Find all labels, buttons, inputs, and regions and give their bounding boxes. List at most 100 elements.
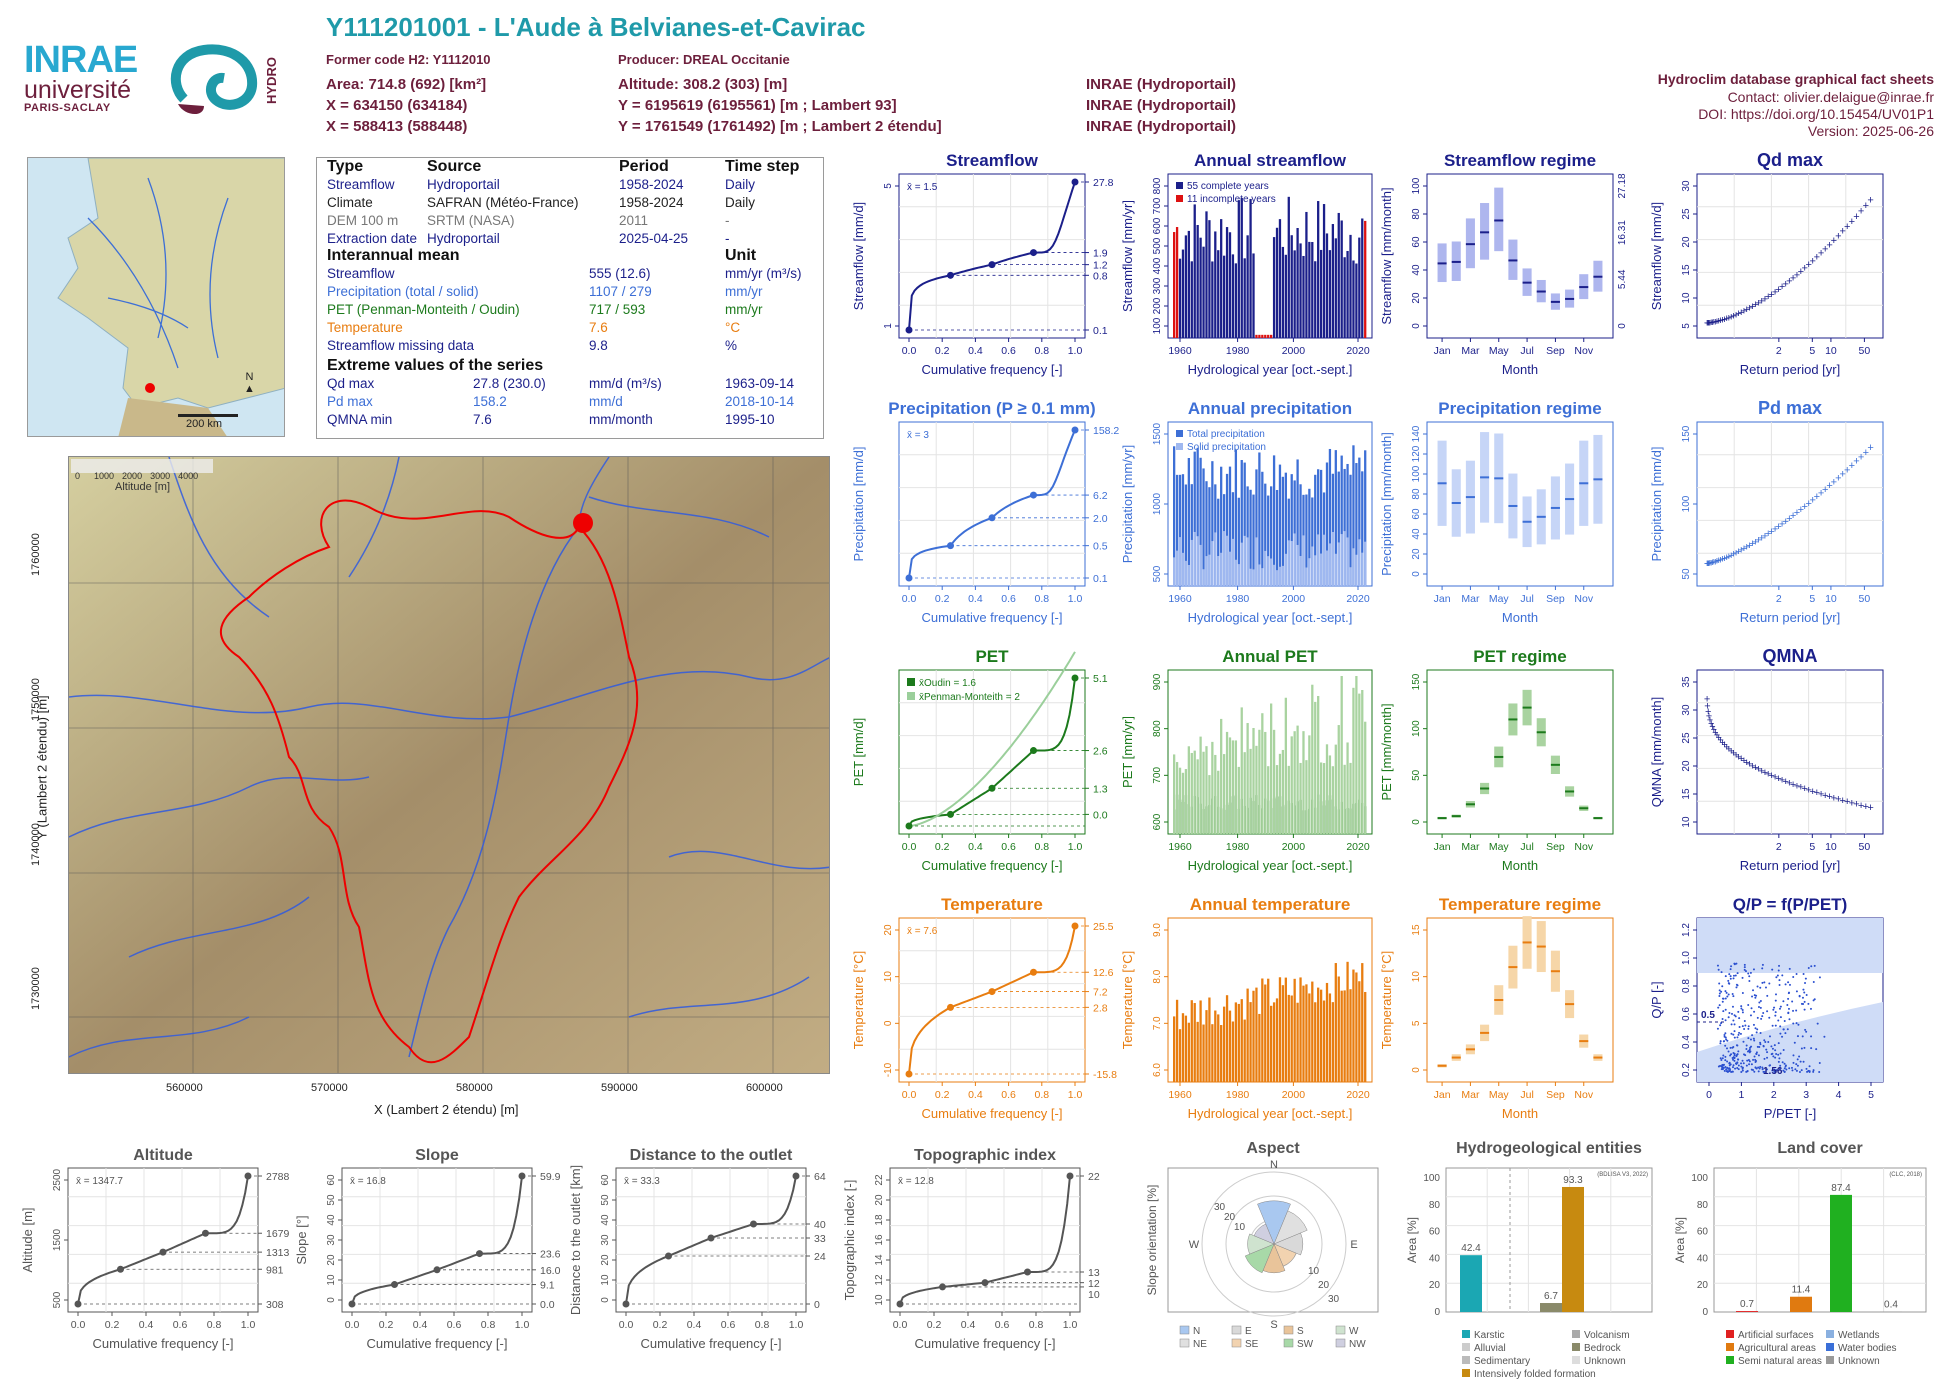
qp-point — [1755, 1059, 1758, 1062]
annual-bar — [1361, 471, 1364, 586]
quantile-point — [433, 1266, 441, 1274]
info-mean-value: 9.8 — [589, 338, 608, 353]
scatter-point: + — [1730, 310, 1736, 322]
quantile-point — [905, 326, 913, 334]
x-tick-label: May — [1489, 345, 1510, 357]
legend-label: W — [1349, 1326, 1359, 1337]
annual-bar — [1358, 457, 1361, 586]
y-tick-label: 80 — [1429, 1200, 1441, 1211]
qp-point — [1732, 974, 1735, 977]
qp-point — [1726, 995, 1729, 998]
right-label: 1679 — [266, 1228, 290, 1240]
qp-point — [1771, 1024, 1774, 1027]
plot-frame — [1696, 173, 1884, 339]
y-tick-label: 10 — [1411, 971, 1422, 983]
x-tick-label: 0.4 — [968, 841, 983, 853]
qp-point — [1731, 1057, 1734, 1060]
annual-bar — [1352, 260, 1355, 338]
annual-bar — [1275, 998, 1279, 1082]
scatter-point: + — [1726, 743, 1732, 755]
legend-label: NE — [1193, 1339, 1207, 1350]
qp-point — [1740, 1007, 1743, 1010]
chart-title: Precipitation (P ≥ 0.1 mm) — [888, 399, 1095, 418]
annual-bar — [1187, 1022, 1190, 1082]
x-tick-label: 50 — [1859, 841, 1871, 853]
qp-point — [1756, 985, 1759, 988]
ring-label: 10 — [1308, 1266, 1320, 1277]
annual-bar — [1287, 994, 1290, 1082]
y-tick-label: 500 — [1152, 565, 1163, 582]
y-tick-label: 60 — [600, 1174, 611, 1186]
scatter-point: + — [1762, 293, 1768, 305]
cumulative-curve — [908, 429, 1076, 579]
qp-point — [1743, 963, 1746, 966]
qp-point — [1798, 1055, 1801, 1058]
x-tick-label: 0.4 — [413, 1319, 428, 1331]
qp-point — [1765, 1048, 1768, 1051]
annual-bar — [1284, 977, 1287, 1082]
quantile-point — [476, 1250, 483, 1258]
info-extreme-unit: mm/d — [589, 394, 623, 409]
x-tick-label: 10 — [1825, 345, 1837, 357]
legend-label: x̄Oudin = 1.6 — [919, 678, 976, 689]
annual-bar — [1337, 212, 1340, 338]
qp-point — [1746, 1059, 1749, 1062]
qp-point — [1792, 1054, 1795, 1057]
right-label: 23.6 — [540, 1249, 561, 1261]
right-label: 13 — [1088, 1267, 1100, 1279]
category-bar — [1880, 1311, 1902, 1312]
x-tick-label: 0.0 — [902, 1089, 917, 1101]
qp-point — [1732, 1052, 1735, 1055]
plot-frame — [898, 669, 1086, 835]
annual-bar — [1349, 234, 1352, 338]
ring-label: 30 — [1328, 1294, 1340, 1305]
annual-bar — [1317, 987, 1320, 1082]
y-tick-label: 0 — [1411, 571, 1422, 577]
info-mean-value: 717 / 593 — [589, 302, 646, 317]
scatter-point: + — [1775, 521, 1781, 533]
qp-point — [1793, 1041, 1796, 1044]
qp-point — [1797, 1023, 1800, 1026]
annual-bar-sub — [1355, 676, 1358, 834]
qp-point — [1813, 998, 1816, 1001]
y-tick-label: 20 — [883, 924, 894, 936]
annual-bar-sub — [1278, 566, 1282, 586]
qp-point — [1771, 1069, 1774, 1072]
annual-bar-sub — [1187, 564, 1190, 586]
right-label: 158.2 — [1093, 425, 1119, 437]
x-tick-label: Nov — [1574, 1089, 1593, 1101]
annual-bar-sub — [1220, 718, 1223, 834]
qp-point — [1737, 1058, 1740, 1061]
y-tick-label: 0 — [1702, 1307, 1708, 1318]
map-legend-title: Altitude [m] — [115, 481, 171, 493]
quantile-point — [988, 514, 996, 522]
chart-temperature_regime: Temperature regime Month Temperature [°C] 0… — [1379, 895, 1614, 1121]
annual-bar — [1334, 963, 1337, 1082]
annual-bar — [1281, 985, 1285, 1082]
chart-title: Altitude — [133, 1147, 193, 1164]
x-tick-label: 0.2 — [927, 1319, 942, 1331]
scatter-point: + — [1768, 289, 1774, 301]
qp-point — [1768, 1035, 1771, 1038]
qp-point — [1763, 981, 1766, 984]
chart-landcover: Land cover Area [%] (CLC, 2018) 0 20 40 60 80 10… — [1673, 1140, 1927, 1367]
chart-title: Temperature regime — [1439, 895, 1601, 914]
x-tick-label: 0 — [1706, 1089, 1712, 1101]
qp-point — [1757, 1006, 1760, 1009]
y-tick-label: 60 — [326, 1174, 337, 1186]
bar-value-label: 6.7 — [1544, 1291, 1558, 1302]
annual-bar-sub — [1275, 765, 1279, 834]
annual-bar — [1261, 978, 1264, 1082]
annual-bar — [1208, 997, 1211, 1082]
qp-annotation: 1.56 — [1763, 1066, 1783, 1077]
scatter-point: + — [1744, 304, 1750, 316]
altitude: Altitude: 308.2 (303) [m] — [618, 76, 788, 93]
qp-point — [1746, 1050, 1749, 1053]
annual-bar-sub — [1240, 542, 1243, 586]
annual-bar — [1252, 253, 1255, 338]
annual-bar — [1308, 241, 1311, 338]
legend-swatch — [1826, 1356, 1834, 1364]
quantile-point — [244, 1172, 252, 1180]
qp-point — [1752, 1023, 1755, 1026]
y-tick-label: 80 — [1411, 488, 1422, 500]
